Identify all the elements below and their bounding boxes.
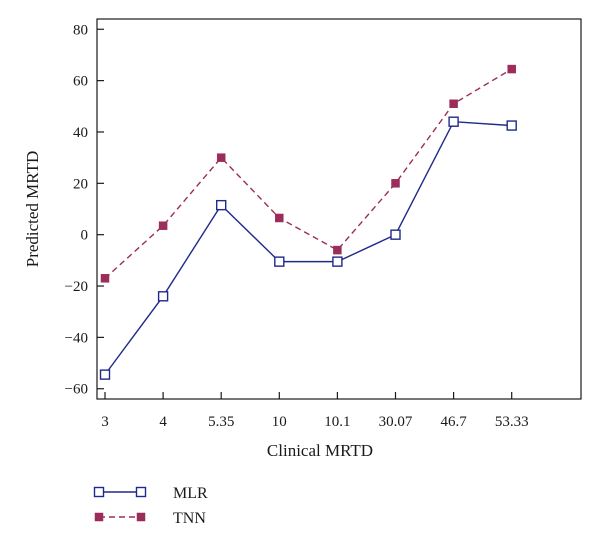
y-tick-label: −40 (65, 330, 88, 346)
data-point-mlr (506, 120, 517, 131)
x-axis: 3 4 5.35 10 10.1 30.07 46.7 53.33 (101, 392, 529, 430)
data-point-mlr (215, 199, 227, 211)
data-point-mlr (390, 229, 401, 240)
data-point-tnn (158, 221, 168, 230)
y-tick-label: −20 (65, 279, 88, 295)
x-tick-label: 30.07 (379, 414, 413, 430)
y-axis: 80 60 40 20 0 −20 −40 −60 (65, 22, 104, 398)
x-tick-label: 10 (272, 414, 287, 430)
legend-marker (93, 486, 105, 498)
legend-item-mlr: MLR (93, 485, 208, 502)
x-axis-title: Clinical MRTD (267, 441, 373, 460)
series-mlr (99, 116, 517, 380)
x-tick-label: 46.7 (440, 414, 467, 430)
plot-frame (96, 18, 582, 400)
y-tick-label: 40 (73, 125, 88, 141)
x-tick-label: 10.1 (324, 414, 350, 430)
legend-label: TNN (173, 510, 206, 527)
series-layer (99, 64, 517, 380)
data-point-tnn (507, 64, 516, 74)
data-point-tnn (333, 245, 342, 255)
legend: MLR TNN (93, 485, 208, 527)
y-tick-label: 0 (81, 228, 89, 244)
data-point-mlr (157, 291, 169, 302)
x-tick-label: 3 (101, 414, 109, 430)
y-tick-label: 60 (73, 74, 88, 90)
legend-marker (136, 512, 146, 522)
legend-marker (135, 486, 147, 498)
y-axis-title: Predicted MRTD (23, 151, 42, 268)
series-line-mlr (104, 120, 512, 376)
data-point-tnn (275, 213, 284, 223)
data-point-tnn (391, 179, 400, 188)
data-point-mlr (448, 116, 459, 127)
data-point-tnn (216, 153, 226, 162)
x-tick-label: 4 (159, 414, 167, 430)
series-tnn (100, 64, 516, 283)
series-line-tnn (104, 68, 513, 279)
data-point-mlr (332, 256, 343, 267)
legend-marker (94, 512, 104, 522)
y-tick-label: −60 (65, 382, 88, 398)
data-point-mlr (99, 369, 111, 380)
y-tick-label: 20 (73, 176, 88, 192)
x-tick-label: 53.33 (495, 414, 529, 430)
data-point-tnn (449, 99, 458, 108)
data-point-mlr (274, 256, 285, 267)
data-point-tnn (100, 274, 110, 283)
y-tick-label: 80 (73, 22, 88, 38)
x-tick-label: 5.35 (208, 414, 234, 430)
legend-item-tnn: TNN (94, 510, 206, 527)
legend-label: MLR (173, 485, 208, 502)
